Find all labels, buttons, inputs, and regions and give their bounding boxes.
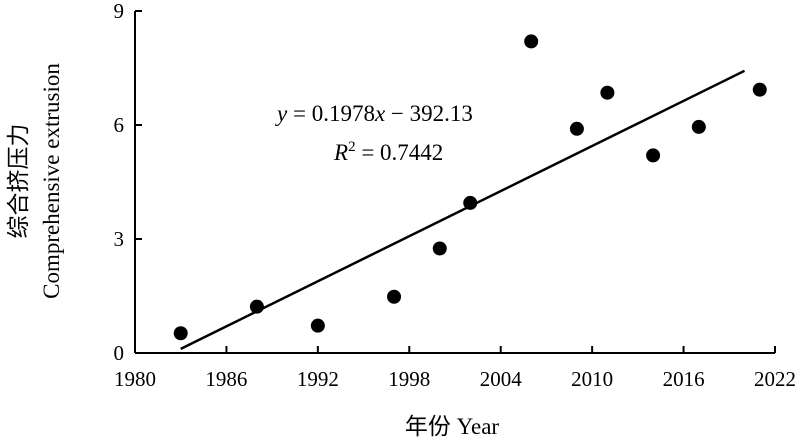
data-point	[569, 121, 584, 136]
data-point	[173, 326, 188, 341]
data-point	[600, 85, 615, 100]
x-tick-label: 2010	[571, 367, 613, 391]
y-tick-label: 0	[114, 341, 125, 365]
y-axis-title-en: Comprehensive extrusion	[39, 63, 64, 299]
data-point	[646, 148, 661, 163]
trendline	[180, 69, 746, 351]
x-tick-label: 2022	[754, 367, 796, 391]
y-tick-label: 9	[114, 0, 125, 23]
data-point	[432, 241, 447, 256]
axes: 0 3 6 9 1980 1986 1992 1998 2004 2010 2016 2022	[114, 0, 797, 391]
y-axis-title-cn: 综合挤压力	[6, 124, 31, 239]
data-point	[463, 195, 478, 210]
data-point	[524, 34, 539, 49]
regression-equation: y = 0.1978x − 392.13	[275, 101, 473, 126]
y-tick-label: 3	[114, 227, 125, 251]
x-tick-label: 1998	[388, 367, 430, 391]
trendline-group	[180, 69, 746, 351]
y-tick-label: 6	[114, 113, 125, 137]
data-point	[691, 119, 706, 134]
x-tick-label: 2016	[663, 367, 705, 391]
x-tick-label: 1986	[205, 367, 247, 391]
x-tick-label: 1992	[297, 367, 339, 391]
equation-annotation: y = 0.1978x − 392.13 R2 = 0.7442	[275, 101, 473, 165]
x-axis-title: 年份 Year	[405, 414, 499, 439]
data-points	[173, 34, 767, 341]
data-point	[310, 318, 325, 333]
x-tick-label: 2004	[480, 367, 523, 391]
data-point	[752, 82, 767, 97]
x-tick-label: 1980	[114, 367, 156, 391]
data-point	[387, 289, 402, 304]
r-squared-label: R2 = 0.7442	[333, 139, 443, 165]
y-axis-title: 综合挤压力 Comprehensive extrusion	[6, 63, 64, 299]
